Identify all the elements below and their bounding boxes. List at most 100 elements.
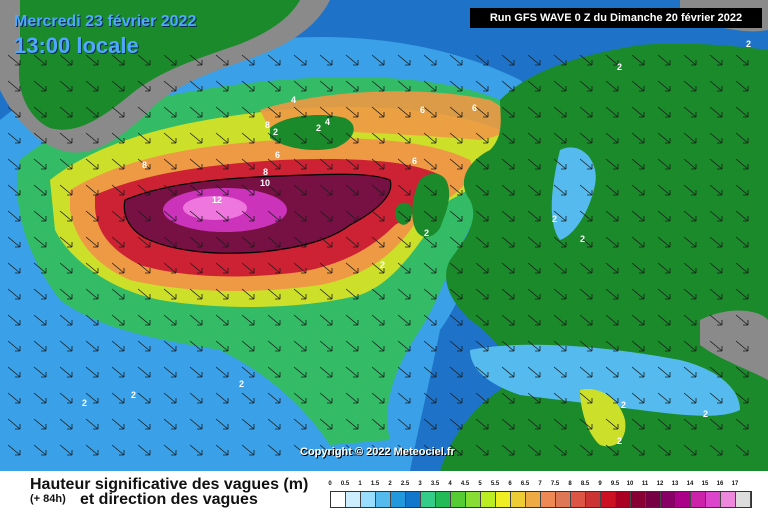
wave-direction-arrow-icon: [267, 340, 281, 352]
wave-direction-arrow-icon: [423, 80, 437, 92]
wave-direction-arrow-icon: [111, 288, 125, 300]
wave-direction-arrow-icon: [163, 106, 177, 118]
legend-swatch: [586, 492, 601, 507]
wave-direction-arrow-icon: [657, 392, 671, 404]
wave-direction-arrow-icon: [59, 210, 73, 222]
wave-direction-arrow-icon: [501, 262, 515, 274]
wave-direction-arrow-icon: [215, 444, 229, 456]
wave-direction-arrow-icon: [735, 54, 749, 66]
wave-direction-arrow-icon: [501, 314, 515, 326]
wave-direction-arrow-icon: [553, 54, 567, 66]
wave-direction-arrow-icon: [267, 54, 281, 66]
wave-direction-arrow-icon: [7, 444, 21, 456]
wave-direction-arrow-icon: [137, 80, 151, 92]
legend-swatch: [331, 492, 346, 507]
wave-direction-arrow-icon: [85, 210, 99, 222]
wave-direction-arrow-icon: [319, 314, 333, 326]
wave-direction-arrow-icon: [215, 340, 229, 352]
color-scale-bar: [330, 491, 752, 508]
wave-direction-arrow-icon: [215, 314, 229, 326]
wave-direction-arrow-icon: [657, 54, 671, 66]
wave-direction-arrow-icon: [423, 106, 437, 118]
legend-swatch: [451, 492, 466, 507]
contour-label: 8: [263, 167, 268, 177]
wave-direction-arrow-icon: [189, 392, 203, 404]
wave-direction-arrow-icon: [397, 288, 411, 300]
wave-direction-arrow-icon: [137, 236, 151, 248]
contour-label: 6: [412, 156, 417, 166]
wave-direction-arrow-icon: [657, 236, 671, 248]
wave-direction-arrow-icon: [605, 80, 619, 92]
legend-tick-label: 6: [508, 481, 512, 487]
wave-direction-arrow-icon: [137, 210, 151, 222]
wave-direction-arrow-icon: [553, 314, 567, 326]
legend-lead-time: (+ 84h): [30, 493, 66, 505]
wave-direction-arrow-icon: [579, 288, 593, 300]
legend-tick-label: 9: [598, 481, 602, 487]
wave-direction-arrow-icon: [631, 392, 645, 404]
contour-label: 2: [131, 390, 136, 400]
wave-direction-arrow-icon: [33, 184, 47, 196]
wave-direction-arrow-icon: [267, 288, 281, 300]
wave-direction-arrow-icon: [397, 418, 411, 430]
wave-direction-arrow-icon: [475, 288, 489, 300]
wave-direction-arrow-icon: [683, 392, 697, 404]
wave-direction-arrow-icon: [475, 54, 489, 66]
legend-swatch: [526, 492, 541, 507]
wave-direction-arrow-icon: [735, 418, 749, 430]
wave-direction-arrow-icon: [293, 132, 307, 144]
wave-direction-arrow-icon: [657, 262, 671, 274]
legend-swatch: [346, 492, 361, 507]
wave-direction-arrow-icon: [683, 184, 697, 196]
wave-direction-arrow-icon: [189, 184, 203, 196]
wave-direction-arrow-icon: [423, 314, 437, 326]
wave-direction-arrow-icon: [241, 158, 255, 170]
wave-direction-arrow-icon: [501, 236, 515, 248]
wave-direction-arrow-icon: [7, 158, 21, 170]
wave-direction-arrow-icon: [527, 158, 541, 170]
wave-direction-arrow-icon: [657, 418, 671, 430]
wave-direction-arrow-icon: [501, 392, 515, 404]
wave-direction-arrow-icon: [475, 314, 489, 326]
wave-direction-arrow-icon: [735, 366, 749, 378]
wave-direction-arrow-icon: [345, 444, 359, 456]
wave-direction-arrow-icon: [345, 262, 359, 274]
wave-direction-arrow-icon: [657, 314, 671, 326]
wave-direction-arrow-icon: [163, 132, 177, 144]
baltic-sea: [551, 147, 596, 240]
wave-direction-arrow-icon: [449, 210, 463, 222]
wave-direction-arrow-icon: [371, 444, 385, 456]
wave-direction-arrow-icon: [579, 366, 593, 378]
wave-direction-arrow-icon: [527, 418, 541, 430]
wave-direction-arrow-icon: [735, 106, 749, 118]
wave-direction-arrow-icon: [605, 262, 619, 274]
wave-direction-arrow-icon: [371, 340, 385, 352]
wave-direction-arrow-icon: [7, 54, 21, 66]
wave-direction-arrow-icon: [709, 262, 723, 274]
wave-direction-arrow-icon: [319, 366, 333, 378]
wave-direction-arrow-icon: [111, 340, 125, 352]
wave-direction-arrow-icon: [475, 236, 489, 248]
wave-direction-arrow-icon: [137, 262, 151, 274]
wave-direction-arrow-icon: [215, 392, 229, 404]
wave-direction-arrow-icon: [189, 444, 203, 456]
wave-direction-arrow-icon: [85, 132, 99, 144]
wave-direction-arrow-icon: [683, 340, 697, 352]
wave-direction-arrow-icon: [267, 106, 281, 118]
wave-direction-arrow-icon: [137, 392, 151, 404]
wave-direction-arrow-icon: [449, 314, 463, 326]
wave-direction-arrow-icon: [345, 418, 359, 430]
wave-direction-arrow-icon: [475, 106, 489, 118]
wave-direction-arrow-icon: [683, 418, 697, 430]
contour-label: 4: [291, 95, 296, 105]
africa-mideast-gray: [700, 310, 768, 380]
wave-direction-arrow-icon: [709, 80, 723, 92]
legend-tick-label: 17: [731, 481, 739, 487]
legend-swatch: [646, 492, 661, 507]
wave-direction-arrow-icon: [553, 132, 567, 144]
wave-direction-arrow-icon: [85, 106, 99, 118]
wave-direction-arrow-icon: [631, 132, 645, 144]
legend-tick-label: 6.5: [520, 481, 530, 487]
forecast-date: Mercredi 23 février 2022: [14, 13, 197, 30]
wave-direction-arrow-icon: [59, 314, 73, 326]
